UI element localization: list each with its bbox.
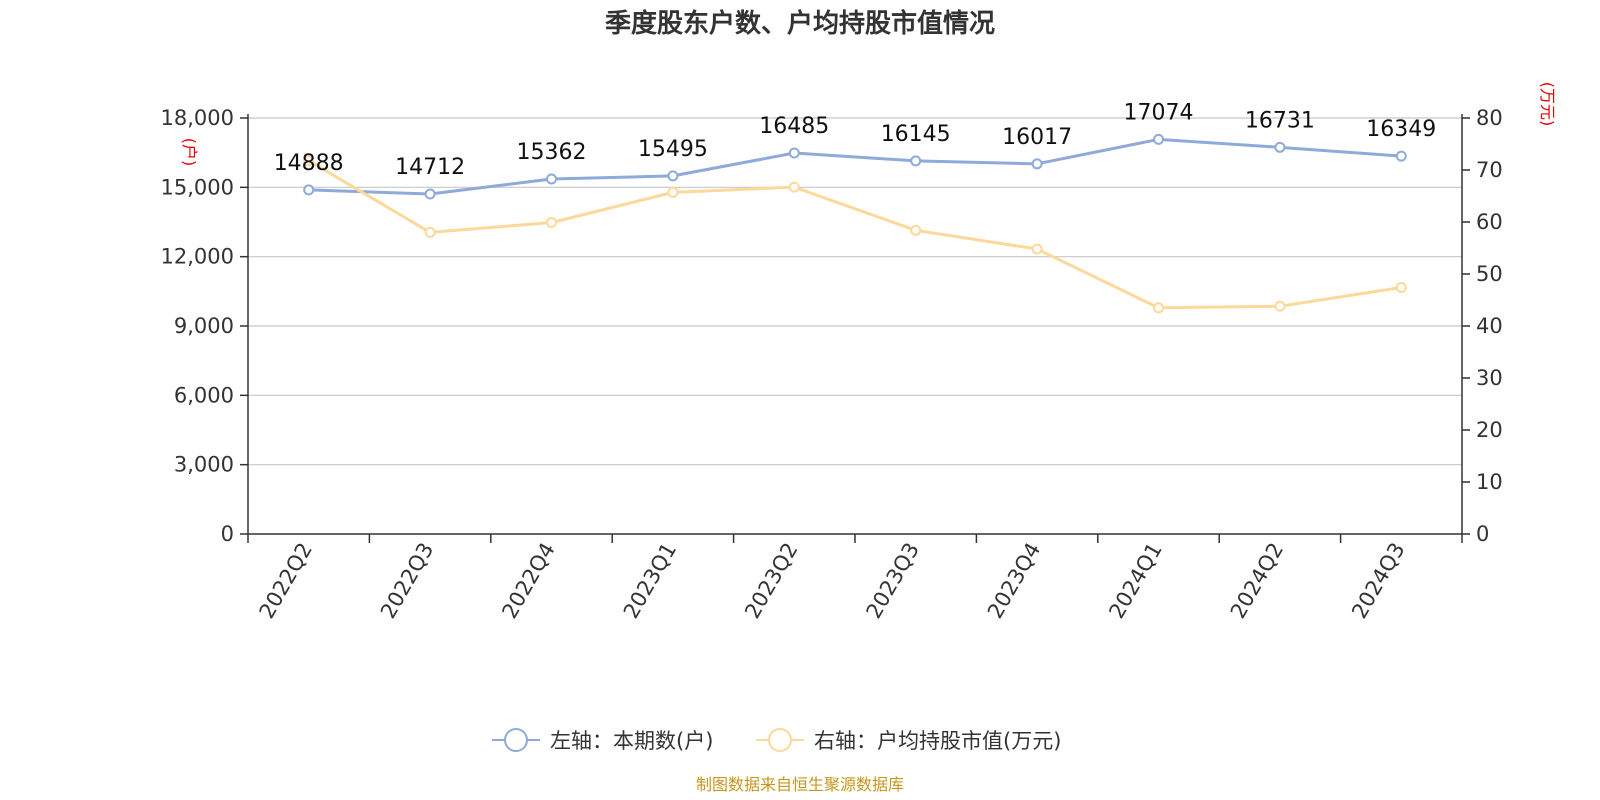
data-labels: 14888 14712 15362 15495 16485 16145 16017 17074… (274, 100, 1437, 180)
data-label: 16485 (759, 114, 829, 139)
series-line-right (307, 159, 1402, 310)
left-axis-tick-label: 18,000 (161, 106, 234, 130)
chart-title: 季度股东户数、户均持股市值情况 (605, 8, 995, 39)
x-axis-tick-label: 2023Q1 (619, 539, 681, 623)
x-axis-tick-label: 2024Q1 (1104, 539, 1166, 623)
right-axis-unit: (万元) (1538, 82, 1557, 127)
data-point-left (424, 188, 436, 200)
data-point-left (1031, 158, 1043, 170)
data-point-right (788, 181, 800, 193)
x-axis-tick-label: 2023Q2 (740, 539, 802, 623)
x-axis-tick-label: 2023Q3 (862, 539, 924, 623)
data-point-right (1395, 282, 1407, 294)
data-point-left (303, 184, 315, 196)
left-axis-tick-label: 3,000 (174, 453, 234, 477)
right-axis-tick-label: 30 (1476, 366, 1503, 390)
x-axis-tick-label: 2023Q4 (983, 539, 1045, 623)
right-axis-tick-label: 10 (1476, 470, 1503, 494)
x-axis-tick-label: 2022Q3 (376, 539, 438, 623)
source-note: 制图数据来自恒生聚源数据库 (696, 775, 904, 794)
data-point-left (788, 147, 800, 159)
x-axis-tick-label: 2024Q2 (1226, 539, 1288, 623)
data-label: 15495 (638, 137, 708, 162)
right-axis-tick-label: 50 (1476, 262, 1503, 286)
data-label: 16017 (1002, 125, 1072, 150)
x-axis-tick-label: 2024Q3 (1347, 539, 1409, 623)
left-axis-tick-label: 12,000 (161, 245, 234, 269)
x-axis-tick-label: 2022Q2 (255, 539, 317, 623)
right-axis-tick-label: 80 (1476, 106, 1503, 130)
left-axis-tick-label: 0 (221, 522, 234, 546)
legend-label-left: 左轴：本期数(户) (550, 729, 713, 753)
data-point-right (1031, 243, 1043, 255)
data-label: 15362 (517, 140, 587, 165)
series (303, 133, 1407, 314)
data-label: 16145 (881, 122, 951, 147)
data-point-left (667, 170, 679, 182)
data-point-left (1153, 133, 1164, 145)
axes: 0 3,000 6,000 9,000 12,000 15,000 18,000 0 10 20 3… (161, 82, 1557, 623)
data-label: 14712 (395, 155, 465, 180)
grid-lines (248, 117, 1462, 466)
right-axis-tick-label: 60 (1476, 210, 1503, 234)
data-point-right (424, 226, 436, 238)
data-point-right (1274, 300, 1286, 312)
data-label: 14888 (274, 151, 344, 176)
series-line-left (308, 137, 1402, 196)
left-axis-unit: (户) (180, 138, 199, 167)
right-axis-tick-label: 20 (1476, 418, 1503, 442)
data-point-left (1274, 141, 1286, 153)
data-label: 17074 (1124, 100, 1194, 125)
data-point-left (1395, 150, 1407, 162)
data-label: 16349 (1366, 117, 1436, 142)
data-point-left (910, 155, 922, 167)
left-axis-tick-label: 6,000 (174, 383, 234, 407)
data-point-right (910, 224, 922, 236)
data-point-right (667, 186, 679, 198)
right-axis-tick-label: 70 (1476, 158, 1503, 182)
legend-marker-left (504, 728, 528, 752)
left-axis-tick-label: 15,000 (161, 175, 234, 199)
x-axis-tick-label: 2022Q4 (497, 539, 559, 623)
legend: 左轴：本期数(户) 右轴：户均持股市值(万元) (492, 728, 1061, 753)
right-axis-tick-label: 0 (1476, 522, 1489, 546)
left-axis-tick-label: 9,000 (174, 314, 234, 338)
legend-marker-right (768, 728, 792, 752)
data-point-right (546, 217, 557, 229)
data-point-right (1153, 302, 1164, 314)
data-point-right (303, 155, 315, 167)
right-axis-tick-label: 40 (1476, 314, 1503, 338)
data-point-left (546, 173, 557, 185)
data-label: 16731 (1245, 108, 1315, 133)
legend-label-right: 右轴：户均持股市值(万元) (814, 729, 1061, 753)
